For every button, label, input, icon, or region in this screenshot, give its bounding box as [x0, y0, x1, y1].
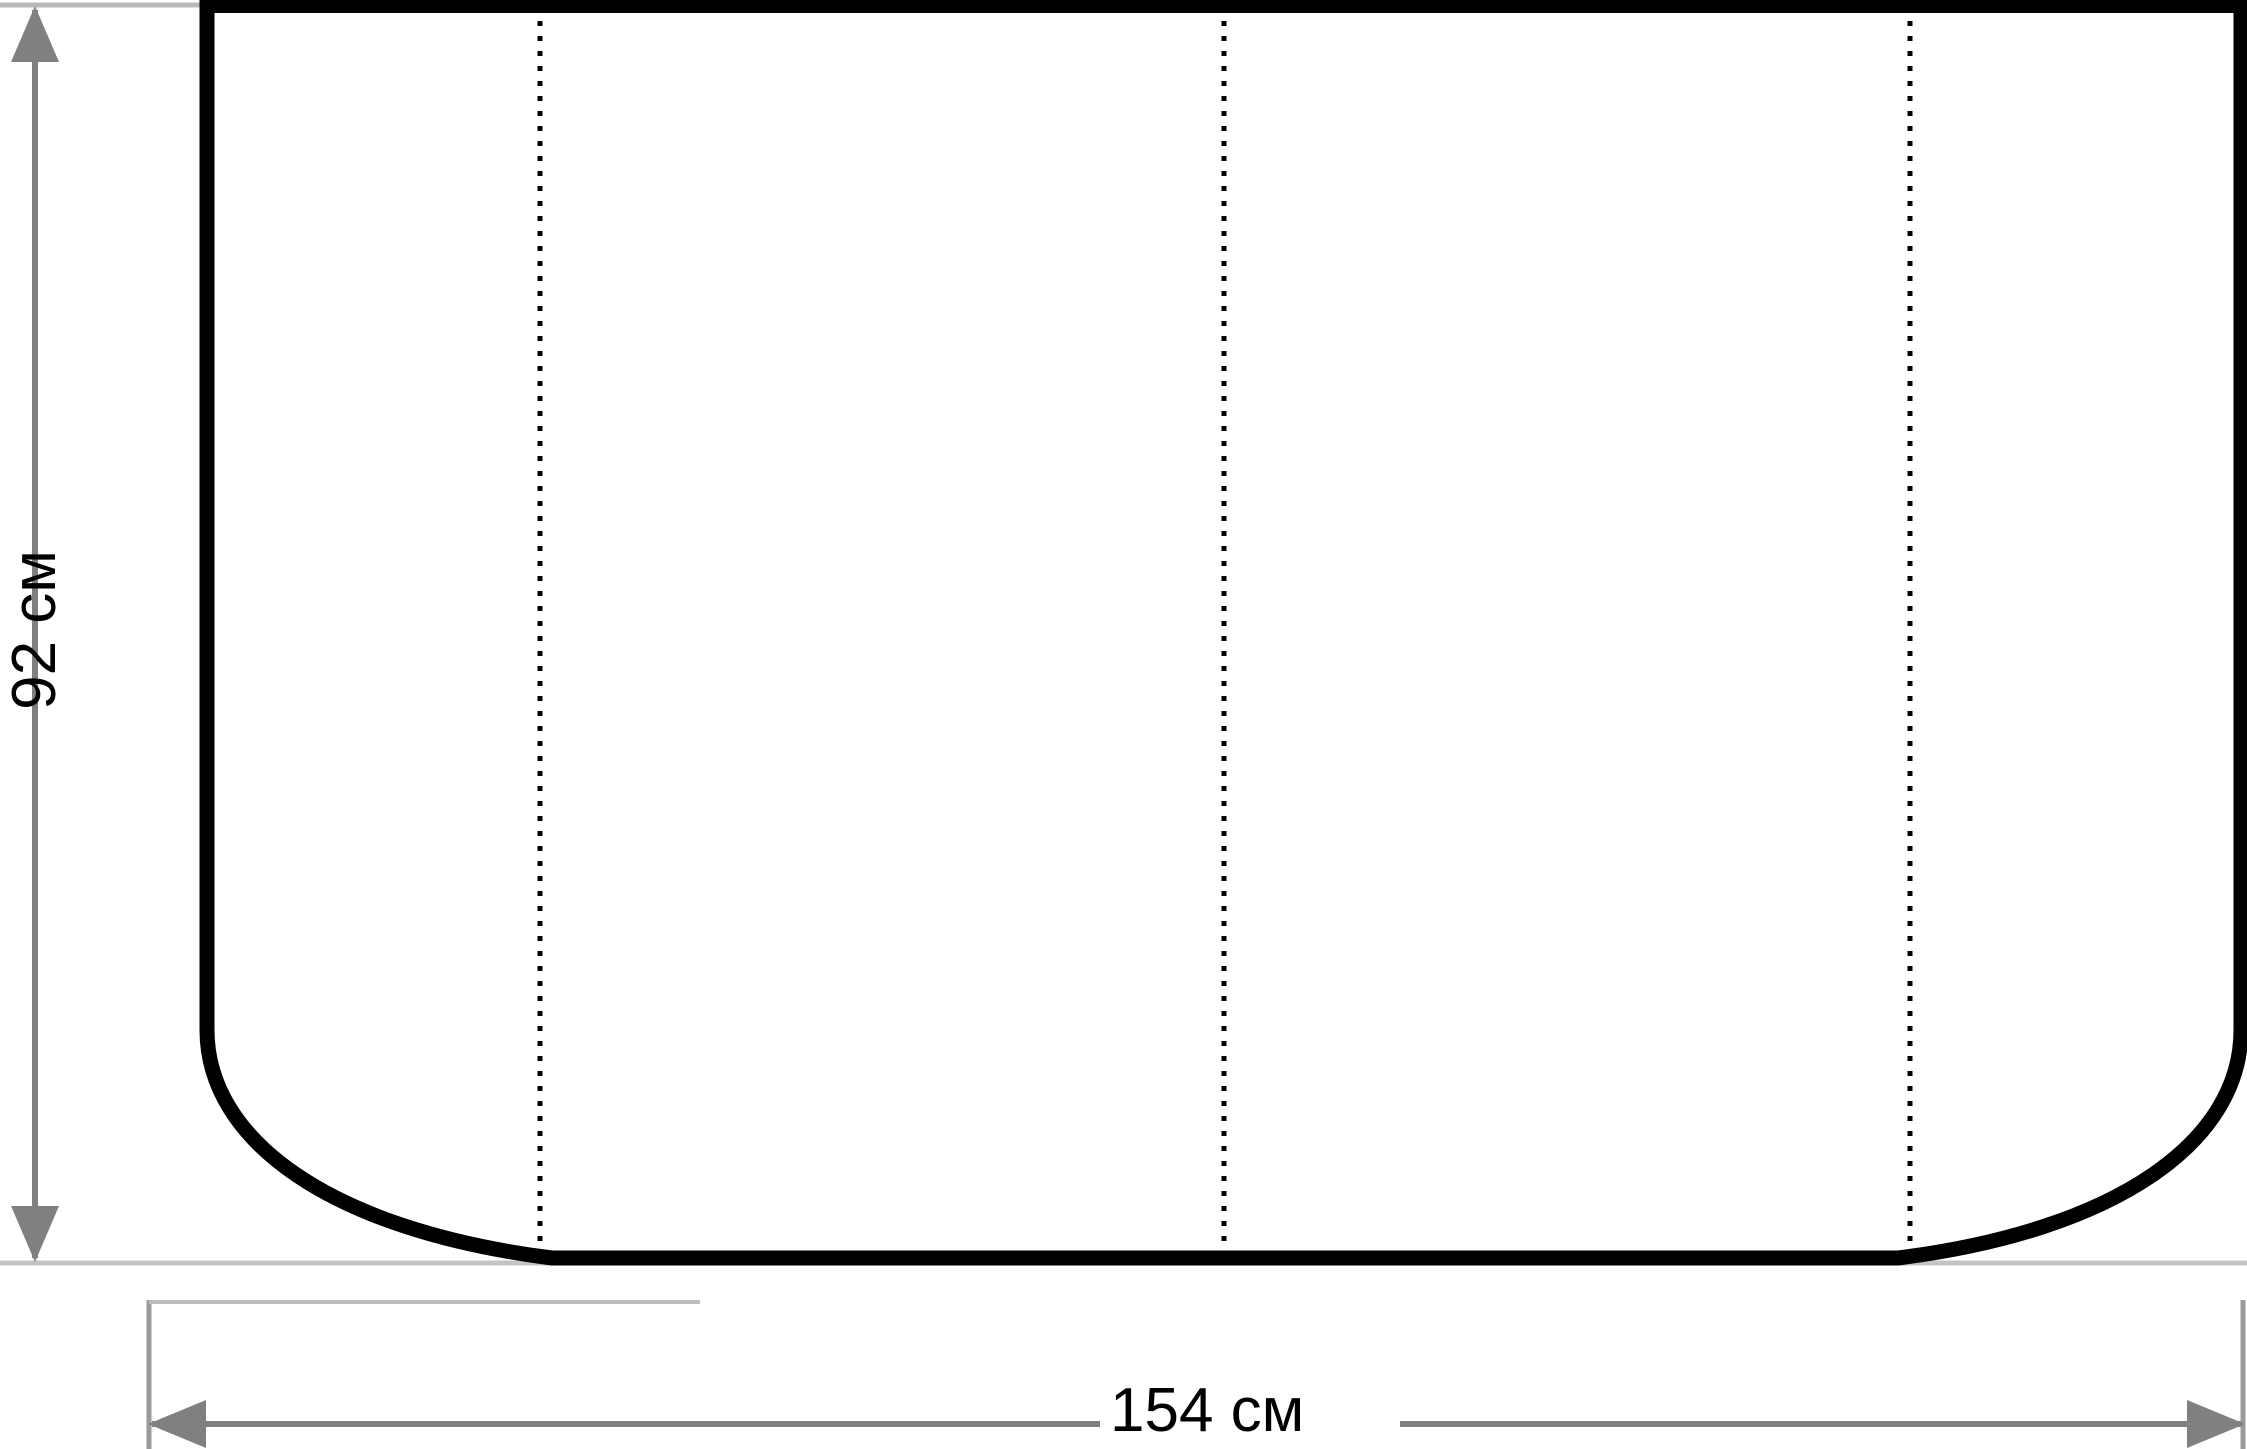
height-dimension-label: 92 см	[0, 530, 70, 730]
panel-outline-path	[199, 0, 2247, 1266]
width-dimension-group	[148, 1400, 2245, 1448]
height-arrow-down-icon	[11, 1206, 59, 1262]
width-dimension-label: 154 см	[1110, 1380, 1304, 1442]
width-arrow-right-icon	[2187, 1400, 2245, 1448]
height-dimension-group	[11, 6, 59, 1262]
height-dimension-label-text: 92 см	[0, 550, 69, 710]
width-arrow-left-icon	[148, 1400, 206, 1448]
height-arrow-up-icon	[11, 6, 59, 62]
width-dimension-label-text: 154 см	[1110, 1376, 1305, 1445]
